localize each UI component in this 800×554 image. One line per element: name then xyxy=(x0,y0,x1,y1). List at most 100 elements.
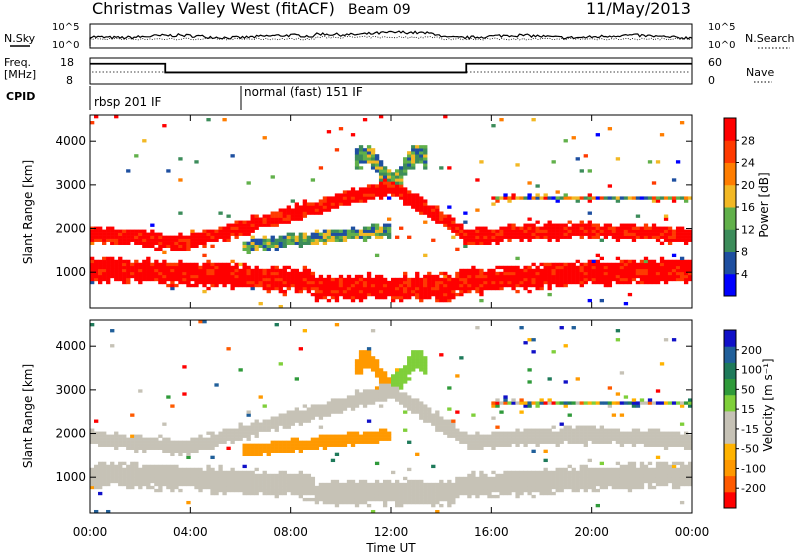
range-time-cell xyxy=(611,431,617,435)
range-time-cell xyxy=(631,431,637,435)
range-time-cell xyxy=(411,359,416,363)
range-time-cell xyxy=(246,425,251,429)
range-time-cell xyxy=(511,196,516,200)
range-time-cell xyxy=(475,232,480,236)
range-time-cell xyxy=(230,479,235,484)
range-time-cell xyxy=(459,274,464,279)
range-time-cell xyxy=(114,229,119,233)
range-time-cell xyxy=(539,262,544,267)
range-time-cell xyxy=(531,440,536,444)
range-time-cell xyxy=(563,380,568,384)
range-time-cell xyxy=(467,229,472,233)
range-time-cell xyxy=(310,277,316,282)
range-time-cell xyxy=(495,277,500,282)
range-time-cell xyxy=(591,431,596,435)
range-time-cell xyxy=(246,220,251,224)
range-time-cell xyxy=(415,404,420,408)
range-time-cell xyxy=(190,262,195,267)
range-time-cell xyxy=(555,196,560,200)
range-time-cell xyxy=(471,268,476,273)
range-time-cell xyxy=(579,479,584,484)
range-time-cell xyxy=(274,280,279,285)
range-time-cell xyxy=(106,482,111,487)
range-time-cell xyxy=(342,407,348,411)
range-time-cell xyxy=(178,274,183,279)
range-time-cell xyxy=(615,479,621,484)
range-time-cell xyxy=(370,365,376,369)
range-time-cell xyxy=(415,157,420,161)
range-time-cell xyxy=(378,226,384,230)
range-time-cell xyxy=(679,229,685,233)
range-time-cell xyxy=(683,482,689,487)
range-time-cell xyxy=(407,202,412,206)
range-time-cell xyxy=(519,476,524,481)
range-time-cell xyxy=(154,259,159,264)
range-time-cell xyxy=(511,283,516,288)
range-time-cell xyxy=(278,443,283,447)
range-time-cell xyxy=(346,404,352,408)
colorbar-segment xyxy=(724,330,736,347)
range-time-cell xyxy=(106,238,111,242)
range-time-cell xyxy=(366,362,372,366)
range-time-cell xyxy=(198,446,203,450)
range-time-cell xyxy=(439,494,444,499)
range-time-cell xyxy=(366,440,372,444)
range-time-cell xyxy=(154,268,159,273)
range-time-cell xyxy=(467,238,472,242)
range-time-cell xyxy=(202,268,207,273)
range-time-cell xyxy=(146,241,151,245)
range-time-cell xyxy=(382,485,388,490)
range-time-cell xyxy=(543,449,548,453)
range-time-cell xyxy=(382,172,388,176)
range-time-cell xyxy=(150,271,155,276)
range-time-cell xyxy=(527,283,532,288)
power-ylabel: Slant Range [km] xyxy=(21,160,35,264)
range-time-cell xyxy=(455,431,460,435)
range-time-cell xyxy=(623,485,629,490)
range-time-cell xyxy=(423,220,428,224)
cpid-mode-2: normal (fast) 151 IF xyxy=(244,85,363,99)
range-time-cell xyxy=(623,226,629,230)
range-time-cell xyxy=(210,232,215,236)
range-time-cell xyxy=(246,413,251,417)
range-time-cell xyxy=(126,470,131,475)
range-time-cell xyxy=(286,241,291,245)
range-time-cell xyxy=(310,205,316,209)
range-time-cell xyxy=(142,274,147,279)
range-time-cell xyxy=(591,229,596,233)
range-time-cell xyxy=(435,497,440,502)
range-time-cell xyxy=(515,491,520,496)
range-time-cell xyxy=(186,449,191,453)
range-time-cell xyxy=(655,461,661,466)
range-time-cell xyxy=(198,476,203,481)
range-time-cell xyxy=(314,485,320,490)
range-time-cell xyxy=(186,277,191,282)
range-time-cell xyxy=(419,283,424,288)
range-time-cell xyxy=(270,220,275,224)
range-time-cell xyxy=(591,226,596,230)
range-time-cell xyxy=(262,280,267,285)
range-time-cell xyxy=(298,214,303,218)
range-time-cell xyxy=(635,229,641,233)
range-time-cell xyxy=(174,283,179,288)
range-time-cell xyxy=(342,500,348,505)
range-time-cell xyxy=(346,431,352,435)
range-time-cell xyxy=(475,286,480,291)
range-time-cell xyxy=(314,295,320,300)
range-time-cell xyxy=(142,232,147,236)
range-time-cell xyxy=(447,419,452,423)
range-time-cell xyxy=(158,241,163,245)
range-time-cell xyxy=(246,428,251,432)
range-time-cell xyxy=(318,434,324,438)
range-time-cell xyxy=(154,262,159,267)
range-time-cell xyxy=(643,268,649,273)
range-time-cell xyxy=(262,425,267,429)
range-time-cell xyxy=(98,238,103,242)
range-time-cell xyxy=(455,494,460,499)
range-time-cell xyxy=(102,467,107,472)
range-time-cell xyxy=(407,292,412,297)
range-time-cell xyxy=(471,443,476,447)
range-time-cell xyxy=(110,259,115,264)
range-time-cell xyxy=(499,229,504,233)
range-time-cell xyxy=(523,485,528,490)
